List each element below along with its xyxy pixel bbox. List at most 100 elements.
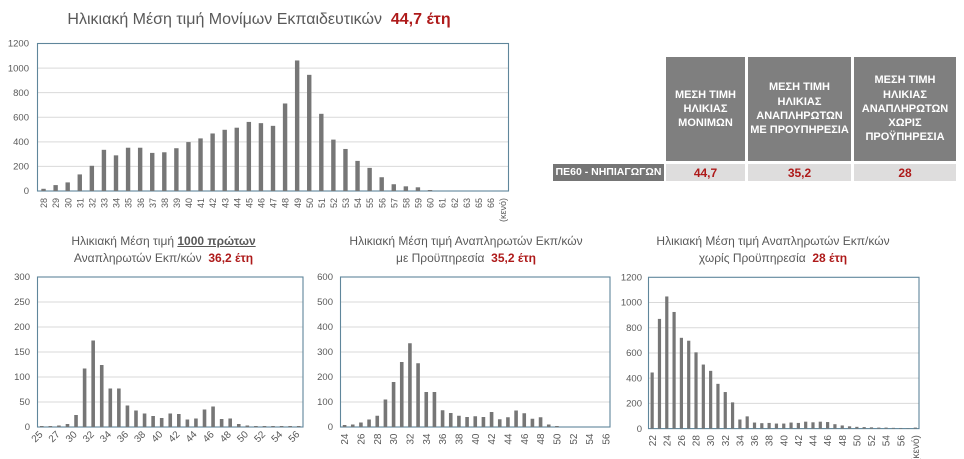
svg-text:52: 52 <box>252 429 268 445</box>
svg-text:26: 26 <box>357 433 368 445</box>
svg-text:61: 61 <box>438 198 448 208</box>
svg-text:50: 50 <box>553 433 564 445</box>
svg-text:35: 35 <box>124 198 134 208</box>
svg-text:56: 56 <box>377 198 387 208</box>
svg-text:30: 30 <box>389 433 400 445</box>
svg-text:250: 250 <box>14 297 30 308</box>
svg-text:36: 36 <box>750 435 761 447</box>
svg-text:31: 31 <box>75 198 85 208</box>
svg-text:57: 57 <box>389 198 399 208</box>
svg-text:600: 600 <box>13 112 29 123</box>
svg-text:48: 48 <box>838 435 849 447</box>
svg-text:52: 52 <box>867 435 878 447</box>
svg-text:300: 300 <box>14 272 30 283</box>
svg-text:50: 50 <box>235 429 251 445</box>
svg-text:46: 46 <box>520 433 531 445</box>
svg-text:44: 44 <box>184 429 200 445</box>
svg-text:1200: 1200 <box>621 273 642 284</box>
svg-text:1000: 1000 <box>8 63 29 74</box>
svg-text:30: 30 <box>64 429 80 445</box>
svg-text:48: 48 <box>536 433 547 445</box>
svg-text:0: 0 <box>24 186 29 197</box>
svg-text:58: 58 <box>401 198 411 208</box>
svg-text:54: 54 <box>882 435 893 447</box>
svg-text:1200: 1200 <box>8 39 29 50</box>
svg-text:62: 62 <box>450 198 460 208</box>
svg-text:40: 40 <box>184 198 194 208</box>
svg-text:48: 48 <box>218 429 234 445</box>
svg-text:50: 50 <box>19 397 30 408</box>
svg-text:44: 44 <box>232 198 242 208</box>
svg-text:34: 34 <box>112 198 122 208</box>
svg-text:0: 0 <box>328 422 333 433</box>
svg-text:800: 800 <box>626 323 642 334</box>
svg-text:52: 52 <box>569 433 580 445</box>
svg-text:38: 38 <box>455 433 466 445</box>
svg-text:54: 54 <box>270 429 286 445</box>
svg-text:26: 26 <box>677 435 688 447</box>
svg-text:40: 40 <box>779 435 790 447</box>
svg-text:56: 56 <box>602 433 613 445</box>
svg-text:(κενό): (κενό) <box>910 435 922 459</box>
svg-text:40: 40 <box>150 429 166 445</box>
svg-text:45: 45 <box>244 198 254 208</box>
svg-text:34: 34 <box>422 433 433 445</box>
svg-text:100: 100 <box>14 372 30 383</box>
svg-text:28: 28 <box>692 435 703 447</box>
svg-text:30: 30 <box>63 198 73 208</box>
svg-text:42: 42 <box>487 433 498 445</box>
svg-text:1000: 1000 <box>621 298 642 309</box>
svg-text:33: 33 <box>100 198 110 208</box>
svg-text:46: 46 <box>201 429 217 445</box>
svg-text:65: 65 <box>474 198 484 208</box>
svg-text:46: 46 <box>823 435 834 447</box>
svg-text:50: 50 <box>305 198 315 208</box>
svg-text:42: 42 <box>167 429 183 445</box>
svg-text:53: 53 <box>341 198 351 208</box>
svg-text:46: 46 <box>257 198 267 208</box>
svg-text:59: 59 <box>414 198 424 208</box>
svg-text:63: 63 <box>462 198 472 208</box>
svg-text:400: 400 <box>317 322 333 333</box>
svg-text:800: 800 <box>13 88 29 99</box>
svg-text:55: 55 <box>365 198 375 208</box>
svg-text:50: 50 <box>852 435 863 447</box>
svg-text:48: 48 <box>281 198 291 208</box>
svg-text:24: 24 <box>662 435 673 447</box>
svg-text:42: 42 <box>794 435 805 447</box>
svg-text:36: 36 <box>115 429 131 445</box>
svg-text:38: 38 <box>160 198 170 208</box>
svg-text:54: 54 <box>353 198 363 208</box>
svg-text:30: 30 <box>706 435 717 447</box>
svg-text:43: 43 <box>220 198 230 208</box>
svg-text:(κενό): (κενό) <box>498 198 508 222</box>
svg-text:32: 32 <box>406 433 417 445</box>
svg-text:22: 22 <box>648 435 659 447</box>
svg-text:600: 600 <box>626 348 642 359</box>
svg-text:34: 34 <box>735 435 746 447</box>
svg-text:150: 150 <box>14 347 30 358</box>
svg-text:38: 38 <box>765 435 776 447</box>
svg-text:500: 500 <box>317 297 333 308</box>
svg-text:60: 60 <box>426 198 436 208</box>
svg-text:28: 28 <box>373 433 384 445</box>
svg-text:400: 400 <box>626 373 642 384</box>
svg-text:66: 66 <box>486 198 496 208</box>
svg-text:52: 52 <box>329 198 339 208</box>
svg-text:44: 44 <box>504 433 515 445</box>
svg-text:47: 47 <box>269 198 279 208</box>
svg-text:32: 32 <box>87 198 97 208</box>
svg-text:300: 300 <box>317 347 333 358</box>
svg-text:29: 29 <box>51 198 61 208</box>
svg-text:200: 200 <box>317 372 333 383</box>
svg-text:39: 39 <box>172 198 182 208</box>
svg-text:40: 40 <box>471 433 482 445</box>
svg-text:49: 49 <box>293 198 303 208</box>
svg-text:38: 38 <box>133 429 149 445</box>
svg-text:25: 25 <box>30 429 46 445</box>
svg-text:54: 54 <box>585 433 596 445</box>
svg-text:27: 27 <box>47 429 63 445</box>
svg-text:56: 56 <box>896 435 907 447</box>
svg-text:56: 56 <box>287 429 303 445</box>
svg-text:0: 0 <box>637 424 642 435</box>
